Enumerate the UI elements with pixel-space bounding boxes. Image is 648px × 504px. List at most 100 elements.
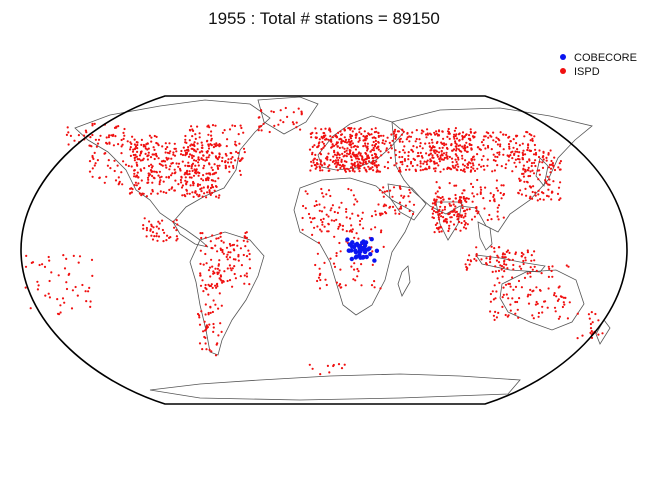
ispd-station bbox=[558, 315, 562, 318]
ispd-station bbox=[321, 221, 324, 224]
ispd-station bbox=[437, 228, 440, 231]
ispd-station bbox=[327, 165, 330, 168]
ispd-station bbox=[191, 191, 194, 194]
ispd-station bbox=[147, 147, 150, 150]
ispd-station bbox=[432, 160, 435, 163]
ispd-station bbox=[557, 166, 560, 169]
ispd-station bbox=[547, 195, 550, 198]
ispd-station bbox=[390, 133, 393, 136]
ispd-station bbox=[501, 305, 504, 308]
ispd-station bbox=[345, 155, 348, 158]
ispd-station bbox=[357, 214, 360, 217]
ispd-station bbox=[374, 142, 378, 146]
ispd-station bbox=[518, 151, 521, 154]
ispd-station bbox=[198, 183, 202, 186]
ispd-station bbox=[136, 141, 139, 144]
ispd-station bbox=[532, 289, 535, 292]
ispd-station bbox=[129, 148, 132, 151]
ispd-station bbox=[162, 240, 165, 243]
ispd-station bbox=[214, 244, 217, 247]
ispd-station bbox=[497, 311, 500, 314]
ispd-station bbox=[208, 154, 211, 157]
ispd-station bbox=[530, 134, 533, 137]
ispd-station bbox=[385, 212, 388, 215]
ispd-station bbox=[459, 201, 462, 204]
ispd-station bbox=[177, 162, 181, 165]
ispd-station bbox=[201, 232, 204, 235]
ispd-station bbox=[503, 253, 506, 256]
ispd-station bbox=[455, 147, 458, 150]
ispd-station bbox=[480, 165, 483, 168]
ispd-station bbox=[206, 177, 209, 180]
ispd-station bbox=[133, 169, 136, 172]
ispd-station bbox=[489, 300, 492, 303]
ispd-station bbox=[514, 165, 518, 168]
ispd-station bbox=[220, 239, 223, 242]
ispd-station bbox=[435, 198, 438, 201]
ispd-station bbox=[196, 312, 200, 316]
ispd-station bbox=[113, 169, 116, 173]
ispd-station bbox=[335, 161, 338, 164]
ispd-station bbox=[198, 136, 201, 139]
ispd-station bbox=[216, 158, 219, 161]
ispd-station bbox=[204, 303, 207, 306]
ispd-station bbox=[463, 149, 466, 152]
ispd-station bbox=[395, 162, 398, 165]
ispd-station bbox=[502, 286, 505, 289]
ispd-station bbox=[534, 153, 538, 156]
ispd-station bbox=[208, 284, 211, 288]
ispd-station bbox=[172, 153, 175, 156]
ispd-station bbox=[341, 224, 345, 227]
ispd-station bbox=[464, 212, 467, 215]
ispd-station bbox=[469, 162, 472, 165]
ispd-station bbox=[477, 146, 480, 149]
ispd-station bbox=[205, 348, 208, 351]
ispd-station bbox=[349, 133, 352, 136]
ispd-station bbox=[114, 135, 117, 138]
ispd-station bbox=[408, 168, 411, 171]
ispd-station bbox=[537, 155, 541, 159]
ispd-station bbox=[195, 193, 199, 196]
ispd-station bbox=[492, 193, 495, 197]
ispd-station bbox=[236, 239, 239, 242]
ispd-station bbox=[157, 174, 160, 177]
ispd-station bbox=[320, 128, 323, 131]
ispd-station bbox=[335, 135, 338, 138]
ispd-station bbox=[191, 169, 194, 172]
ispd-station bbox=[221, 250, 224, 254]
ispd-station bbox=[490, 135, 493, 138]
ispd-station bbox=[472, 195, 475, 198]
ispd-station bbox=[175, 229, 178, 232]
ispd-station bbox=[401, 163, 404, 166]
ispd-station bbox=[163, 231, 166, 234]
ispd-station bbox=[320, 187, 323, 191]
ispd-station bbox=[277, 123, 280, 126]
ispd-station bbox=[443, 205, 447, 209]
ispd-station bbox=[485, 263, 488, 266]
ispd-station bbox=[538, 173, 542, 176]
ispd-station bbox=[381, 141, 384, 144]
ispd-station bbox=[490, 218, 493, 221]
ispd-station bbox=[457, 215, 460, 218]
ispd-station bbox=[339, 130, 342, 133]
ispd-station bbox=[511, 170, 514, 173]
ispd-station bbox=[512, 263, 515, 267]
ispd-station bbox=[429, 158, 432, 161]
ispd-station bbox=[358, 128, 361, 131]
ispd-station bbox=[435, 227, 439, 230]
ispd-station bbox=[589, 327, 593, 330]
ispd-station bbox=[313, 226, 316, 229]
ispd-station bbox=[449, 204, 452, 207]
ispd-station bbox=[335, 165, 338, 169]
ispd-station bbox=[590, 311, 593, 314]
ispd-station bbox=[188, 139, 191, 142]
ispd-station bbox=[365, 162, 368, 165]
ispd-station bbox=[202, 330, 205, 333]
ispd-station bbox=[216, 250, 219, 253]
ispd-station bbox=[503, 270, 506, 273]
ispd-station bbox=[210, 137, 213, 140]
ispd-station bbox=[240, 126, 243, 130]
ispd-station bbox=[408, 135, 411, 138]
ispd-station bbox=[243, 282, 246, 285]
ispd-station bbox=[228, 242, 231, 246]
